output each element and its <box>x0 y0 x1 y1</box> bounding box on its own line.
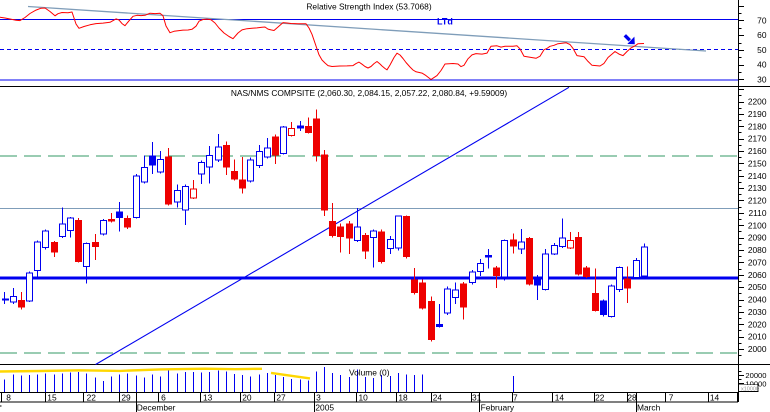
svg-text:LTd: LTd <box>437 17 453 27</box>
svg-text:2120: 2120 <box>748 196 767 206</box>
svg-text:2160: 2160 <box>748 146 767 156</box>
svg-text:2050: 2050 <box>748 282 767 292</box>
svg-text:2000: 2000 <box>748 344 767 354</box>
svg-text:10: 10 <box>359 393 369 403</box>
svg-text:60: 60 <box>757 30 767 40</box>
svg-text:2040: 2040 <box>748 295 767 305</box>
svg-text:2070: 2070 <box>748 257 767 267</box>
svg-text:Volume (0): Volume (0) <box>349 368 390 378</box>
svg-text:14: 14 <box>555 393 565 403</box>
svg-text:2080: 2080 <box>748 245 767 255</box>
svg-text:3: 3 <box>316 393 321 403</box>
svg-text:15: 15 <box>47 393 57 403</box>
svg-text:6: 6 <box>161 393 166 403</box>
svg-text:2010: 2010 <box>748 332 767 342</box>
svg-text:February: February <box>481 403 515 412</box>
svg-text:29: 29 <box>121 393 131 403</box>
svg-text:March: March <box>637 403 661 412</box>
svg-text:7: 7 <box>513 393 518 403</box>
svg-text:2180: 2180 <box>748 121 767 131</box>
svg-text:40: 40 <box>757 60 767 70</box>
svg-text:2200: 2200 <box>748 97 767 107</box>
svg-text:2020: 2020 <box>748 319 767 329</box>
svg-text:2130: 2130 <box>748 183 767 193</box>
svg-text:2060: 2060 <box>748 270 767 280</box>
svg-text:27: 27 <box>276 393 286 403</box>
svg-text:13: 13 <box>203 393 213 403</box>
svg-text:2110: 2110 <box>748 208 766 218</box>
svg-text:2090: 2090 <box>748 233 767 243</box>
svg-text:2100: 2100 <box>748 220 767 230</box>
svg-text:22: 22 <box>87 393 97 403</box>
svg-text:2170: 2170 <box>748 134 767 144</box>
svg-text:2030: 2030 <box>748 307 767 317</box>
svg-text:70: 70 <box>757 15 767 25</box>
svg-text:2190: 2190 <box>748 109 767 119</box>
svg-text:8: 8 <box>6 393 11 403</box>
svg-text:28: 28 <box>627 393 637 403</box>
svg-text:NAS/NMS COMPSITE (2,060.30, 2,: NAS/NMS COMPSITE (2,060.30, 2,084.15, 2,… <box>231 88 508 98</box>
svg-text:2150: 2150 <box>748 158 767 168</box>
svg-text:20: 20 <box>242 393 252 403</box>
svg-text:24: 24 <box>433 393 443 403</box>
svg-text:31: 31 <box>472 393 482 403</box>
svg-text:14: 14 <box>710 393 720 403</box>
svg-text:22: 22 <box>595 393 605 403</box>
svg-text:December: December <box>137 403 176 412</box>
svg-text:20000: 20000 <box>745 371 766 380</box>
svg-text:Relative Strength Index (53.70: Relative Strength Index (53.7068) <box>306 2 431 12</box>
svg-text:18: 18 <box>398 393 408 403</box>
svg-text:7: 7 <box>669 393 674 403</box>
svg-text:2140: 2140 <box>748 171 767 181</box>
svg-text:50: 50 <box>757 45 767 55</box>
svg-text:30: 30 <box>757 74 767 84</box>
svg-text:x10000: x10000 <box>741 386 759 392</box>
svg-text:10000: 10000 <box>745 379 766 388</box>
svg-text:2005: 2005 <box>315 403 334 412</box>
